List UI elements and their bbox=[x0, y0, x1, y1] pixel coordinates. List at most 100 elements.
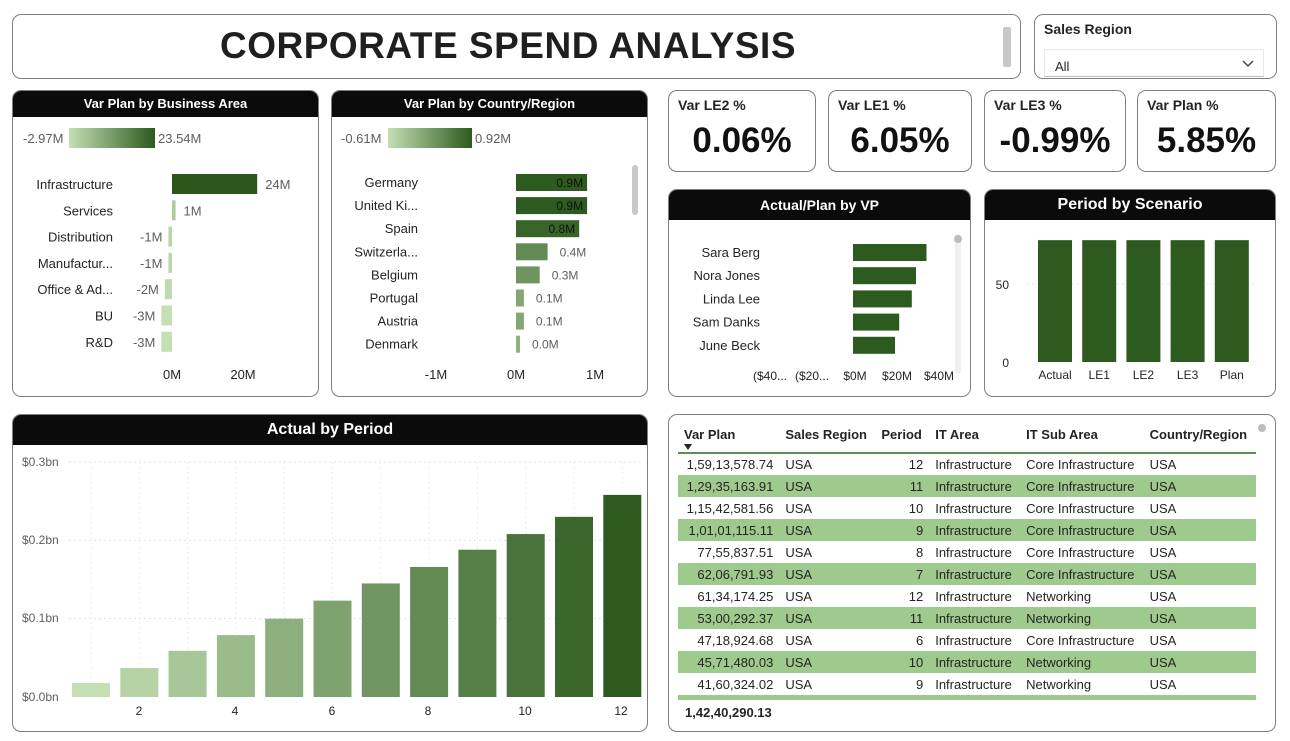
bar[interactable] bbox=[1038, 240, 1072, 362]
color-legend-bar bbox=[388, 128, 472, 148]
category-label: Portugal bbox=[370, 291, 419, 306]
it-area-cell: Infrastructure bbox=[935, 544, 1012, 560]
table-row[interactable]: 61,34,174.25 USA 12 Infrastructure Networkin… bbox=[678, 585, 1256, 607]
bar[interactable] bbox=[1126, 240, 1161, 362]
country-region-cell: USA bbox=[1149, 632, 1177, 648]
bar[interactable] bbox=[361, 583, 400, 697]
scrollbar-thumb[interactable] bbox=[1257, 423, 1267, 433]
it-area-cell: Infrastructure bbox=[929, 519, 1021, 541]
bar[interactable] bbox=[516, 312, 524, 330]
category-label: Manufactur... bbox=[38, 256, 113, 271]
bar[interactable] bbox=[313, 600, 352, 697]
bar[interactable] bbox=[516, 197, 588, 215]
bar[interactable] bbox=[853, 290, 912, 308]
title-scrollbar[interactable] bbox=[1003, 27, 1011, 67]
bar[interactable] bbox=[853, 244, 927, 261]
category-label: Sara Berg bbox=[701, 245, 760, 260]
data-label: -1M bbox=[140, 230, 162, 245]
table-row[interactable]: 45,71,480.03 USA 10 Infrastructure Networkin… bbox=[678, 651, 1256, 673]
data-label: 24M bbox=[265, 177, 290, 192]
x-tick-label: 0M bbox=[507, 367, 525, 382]
bar[interactable] bbox=[853, 336, 895, 354]
page-title: CORPORATE SPEND ANALYSIS bbox=[220, 25, 796, 66]
bar[interactable] bbox=[72, 682, 110, 697]
y-tick-label: 50 bbox=[996, 278, 1010, 292]
x-tick-label: LE1 bbox=[1089, 368, 1111, 382]
data-label: -2M bbox=[137, 282, 159, 297]
it-sub-area-cell: Core Infrastructure bbox=[1020, 475, 1144, 497]
bar[interactable] bbox=[516, 220, 580, 238]
vertical-scrollbar[interactable] bbox=[632, 165, 638, 215]
x-tick-label: -1M bbox=[425, 367, 447, 382]
kpi-value: 0.06% bbox=[692, 121, 792, 160]
bar[interactable] bbox=[516, 266, 540, 284]
bar[interactable] bbox=[458, 549, 497, 697]
bar[interactable] bbox=[1082, 240, 1117, 362]
column-header-sales-region[interactable]: Sales Region bbox=[779, 417, 876, 454]
x-tick-label: LE3 bbox=[1177, 368, 1199, 382]
table-row[interactable]: 1,29,35,163.91 USA 11 Infrastructure Core In… bbox=[678, 475, 1256, 497]
scrollbar-thumb[interactable] bbox=[954, 235, 962, 243]
sales-region-cell: USA bbox=[779, 475, 876, 497]
bar[interactable] bbox=[161, 305, 172, 326]
period-cell: 10 bbox=[908, 500, 924, 516]
column-header-var-plan[interactable]: Var Plan bbox=[678, 417, 780, 454]
bar[interactable] bbox=[216, 635, 255, 697]
x-tick-label: 2 bbox=[136, 704, 143, 718]
bar[interactable] bbox=[516, 289, 524, 307]
x-tick-label: $0M bbox=[843, 369, 866, 383]
column-header-it-area[interactable]: IT Area bbox=[929, 417, 1021, 454]
bar[interactable] bbox=[1170, 240, 1205, 362]
bar[interactable] bbox=[516, 243, 548, 261]
bar[interactable] bbox=[168, 252, 172, 273]
column-header-country-region[interactable]: Country/Region bbox=[1143, 417, 1256, 454]
bar[interactable] bbox=[164, 279, 172, 300]
bar[interactable] bbox=[120, 668, 159, 697]
table-row[interactable]: 1,59,13,578.74 USA 12 Infrastructure Core In… bbox=[678, 453, 1256, 475]
detail-table-card: Var Plan Sales Region Period IT Area IT … bbox=[668, 414, 1276, 732]
bar[interactable] bbox=[161, 331, 172, 352]
vertical-scrollbar[interactable] bbox=[955, 234, 961, 374]
bar[interactable] bbox=[172, 200, 176, 221]
x-tick-label: 6 bbox=[329, 704, 336, 718]
legend-max-label: 23.54M bbox=[158, 131, 201, 146]
var-plan-cell: 62,06,791.93 bbox=[678, 563, 780, 585]
x-tick-label: ($20... bbox=[795, 369, 829, 383]
country-region-cell: USA bbox=[1143, 607, 1256, 629]
bar[interactable] bbox=[853, 267, 916, 285]
table-bottom-row-strip bbox=[678, 695, 1256, 700]
var-plan-cell: 1,29,35,163.91 bbox=[678, 475, 780, 497]
category-label: Denmark bbox=[365, 337, 418, 352]
bar[interactable] bbox=[168, 650, 207, 697]
bar[interactable] bbox=[168, 226, 172, 247]
bar[interactable] bbox=[516, 335, 520, 353]
table-row[interactable]: 53,00,292.37 USA 11 Infrastructure Networkin… bbox=[678, 607, 1256, 629]
sales-region-cell: USA bbox=[779, 651, 876, 673]
it-area-cell: Infrastructure bbox=[935, 457, 1012, 472]
y-tick-label: $0.3bn bbox=[22, 455, 59, 469]
x-tick-label: 10 bbox=[518, 704, 532, 718]
table-row[interactable]: 47,18,924.68 USA 6 Infrastructure Core Infra… bbox=[678, 629, 1256, 651]
bar[interactable] bbox=[555, 516, 593, 697]
bar[interactable] bbox=[265, 618, 304, 697]
y-tick-label: $0.1bn bbox=[22, 611, 59, 625]
bar[interactable] bbox=[853, 313, 900, 331]
table-row[interactable]: 41,60,324.02 USA 9 Infrastructure Networking… bbox=[678, 673, 1256, 695]
data-label: 0.9M bbox=[556, 199, 583, 213]
bar[interactable] bbox=[516, 174, 588, 191]
it-area-cell: Infrastructure bbox=[929, 607, 1021, 629]
table-row[interactable]: 1,01,01,115.11 USA 9 Infrastructure Core Inf… bbox=[678, 519, 1256, 541]
bar[interactable] bbox=[410, 566, 449, 697]
bar[interactable] bbox=[506, 534, 545, 697]
table-row[interactable]: 77,55,837.51 USA 8 Infrastructure Core Infra… bbox=[678, 541, 1256, 563]
kpi-card-var-le1: Var LE1 % 6.05% bbox=[828, 90, 972, 172]
table-row[interactable]: 1,15,42,581.56 USA 10 Infrastructure Core In… bbox=[678, 497, 1256, 519]
bar[interactable] bbox=[172, 174, 258, 194]
table-row[interactable]: 62,06,791.93 USA 7 Infrastructure Core Infra… bbox=[678, 563, 1256, 585]
column-header-period[interactable]: Period bbox=[875, 417, 930, 454]
bar[interactable] bbox=[603, 494, 642, 697]
x-tick-label: 1M bbox=[586, 367, 604, 382]
bar[interactable] bbox=[1214, 240, 1249, 362]
sales-region-dropdown[interactable]: All bbox=[1044, 49, 1264, 77]
column-header-it-sub-area[interactable]: IT Sub Area bbox=[1020, 417, 1144, 454]
